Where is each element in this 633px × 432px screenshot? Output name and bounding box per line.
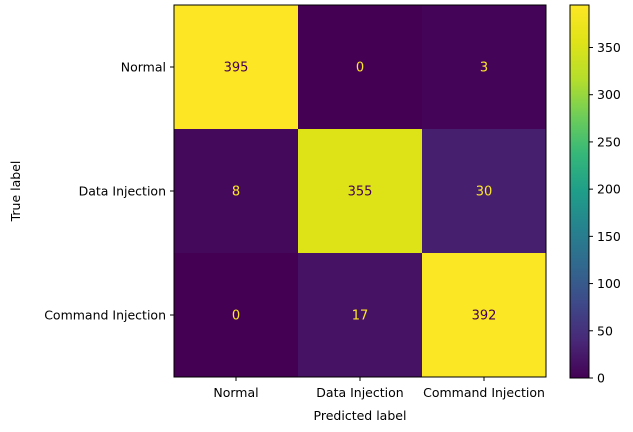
y-tick-label: Command Injection bbox=[44, 308, 166, 323]
heatmap-cell bbox=[298, 5, 422, 129]
x-axis-ticks: Normal Data Injection Command Injection bbox=[213, 377, 545, 400]
cell-value-label: 8 bbox=[232, 185, 240, 200]
cell-value-label: 3 bbox=[480, 61, 488, 76]
colorbar-ticks: 0 50 100 150 200 250 300 350 bbox=[589, 40, 621, 386]
heatmap-cells bbox=[174, 5, 546, 377]
colorbar-tick-label: 350 bbox=[597, 40, 621, 55]
heatmap-cell bbox=[298, 129, 422, 253]
colorbar bbox=[569, 4, 590, 379]
heatmap-cell bbox=[174, 129, 298, 253]
colorbar-tick-label: 100 bbox=[597, 276, 621, 291]
heatmap-cell-values: 395 0 3 8 355 30 0 17 392 bbox=[224, 61, 497, 324]
y-axis-ticks: Normal Data Injection Command Injection bbox=[44, 60, 174, 323]
x-tick-label: Command Injection bbox=[423, 385, 545, 400]
cell-value-label: 17 bbox=[352, 309, 369, 324]
colorbar-tick-label: 300 bbox=[597, 87, 621, 102]
x-tick-label: Data Injection bbox=[316, 385, 403, 400]
heatmap-cell bbox=[422, 5, 546, 129]
heatmap-cell bbox=[422, 129, 546, 253]
colorbar-tick-label: 150 bbox=[597, 229, 621, 244]
cell-value-label: 355 bbox=[348, 185, 373, 200]
cell-value-label: 392 bbox=[472, 309, 497, 324]
heatmap-cell bbox=[422, 253, 546, 377]
colorbar-tick-label: 250 bbox=[597, 134, 621, 149]
heatmap-cell bbox=[298, 253, 422, 377]
heatmap-cell bbox=[174, 253, 298, 377]
colorbar-tick-label: 0 bbox=[597, 371, 605, 386]
x-tick-label: Normal bbox=[213, 385, 258, 400]
colorbar-tick-label: 200 bbox=[597, 182, 621, 197]
cell-value-label: 30 bbox=[476, 185, 493, 200]
x-axis-label: Predicted label bbox=[314, 408, 407, 423]
cell-value-label: 395 bbox=[224, 61, 249, 76]
cell-value-label: 0 bbox=[356, 61, 364, 76]
y-tick-label: Data Injection bbox=[79, 184, 166, 199]
heatmap-cell bbox=[174, 5, 298, 129]
colorbar-tick-label: 50 bbox=[597, 323, 613, 338]
y-tick-label: Normal bbox=[121, 60, 166, 75]
y-axis-label: True label bbox=[8, 161, 23, 223]
cell-value-label: 0 bbox=[232, 309, 240, 324]
